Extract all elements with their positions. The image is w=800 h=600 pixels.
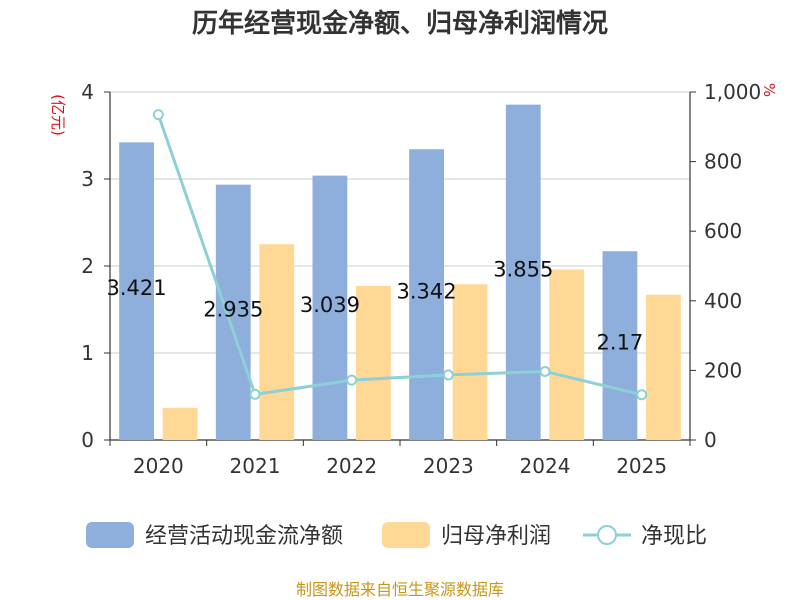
legend-swatch-net-profit xyxy=(382,522,430,548)
left-tick-label: 3 xyxy=(81,167,94,191)
bar-cash-flow xyxy=(119,142,154,441)
grid-lines xyxy=(110,91,690,354)
x-tick-label: 2025 xyxy=(616,454,667,478)
ratio-line xyxy=(152,109,648,401)
data-labels: 3.421 2.935 3.039 3.342 3.855 2.17 xyxy=(107,257,644,354)
bar-net-profit xyxy=(259,244,295,440)
bar-net-profit xyxy=(162,407,198,440)
right-tick-label: 400 xyxy=(704,289,742,313)
cash-flow-data-label: 3.039 xyxy=(300,293,360,317)
bar-cash-flow xyxy=(215,184,251,440)
bar-net-profit xyxy=(549,269,585,440)
left-axis-unit: (亿元) xyxy=(49,94,67,136)
ratio-point xyxy=(152,109,164,121)
chart-title: 历年经营现金净额、归母净利润情况 xyxy=(192,8,608,39)
bar-net-profit xyxy=(356,286,391,440)
axes: 0 1 2 3 4 0 200 400 600 800 1,000 2020 2021 2022 2023 2… xyxy=(81,80,761,478)
bar-cash-flow xyxy=(409,149,444,440)
bars xyxy=(119,104,681,441)
right-tick-label: 600 xyxy=(704,219,742,243)
x-tick-label: 2021 xyxy=(230,454,281,478)
ratio-point xyxy=(346,374,358,386)
legend-label-net-profit: 归母净利润 xyxy=(441,524,551,549)
legend-label-ratio: 净现比 xyxy=(641,524,707,549)
right-tick-label: 800 xyxy=(704,150,742,174)
x-tick-label: 2023 xyxy=(423,454,474,478)
x-tick-label: 2024 xyxy=(520,454,571,478)
left-tick-label: 4 xyxy=(81,80,94,104)
bar-cash-flow xyxy=(602,251,638,440)
right-axis-unit: % xyxy=(760,83,778,97)
ratio-point xyxy=(442,369,454,381)
legend-swatch-cash-flow xyxy=(86,522,134,548)
left-tick-label: 2 xyxy=(81,254,94,278)
x-tick-label: 2022 xyxy=(326,454,377,478)
ratio-point xyxy=(539,365,551,377)
right-tick-label: 200 xyxy=(704,358,742,382)
source-note: 制图数据来自恒生聚源数据库 xyxy=(296,580,504,599)
cash-flow-data-label: 2.935 xyxy=(203,297,263,321)
cash-flow-data-label: 3.421 xyxy=(107,276,167,300)
ratio-point xyxy=(636,389,648,401)
bar-cash-flow xyxy=(312,175,348,440)
cash-flow-data-label: 2.17 xyxy=(597,331,644,355)
ratio-polyline xyxy=(156,114,643,397)
right-tick-label: 1,000 xyxy=(704,80,761,104)
x-tick-label: 2020 xyxy=(133,454,184,478)
legend-label-cash-flow: 经营活动现金流净额 xyxy=(145,524,343,549)
ratio-point xyxy=(249,388,261,400)
right-tick-label: 0 xyxy=(704,428,717,452)
cash-flow-data-label: 3.855 xyxy=(493,257,553,281)
left-tick-label: 0 xyxy=(81,428,94,452)
legend: 经营活动现金流净额 归母净利润 净现比 xyxy=(86,522,707,549)
bar-net-profit xyxy=(452,284,488,440)
bar-net-profit xyxy=(646,294,681,440)
bar-cash-flow xyxy=(505,104,541,441)
legend-swatch-ratio-marker xyxy=(597,525,617,545)
left-tick-label: 1 xyxy=(81,341,94,365)
cash-flow-data-label: 3.342 xyxy=(397,280,457,304)
